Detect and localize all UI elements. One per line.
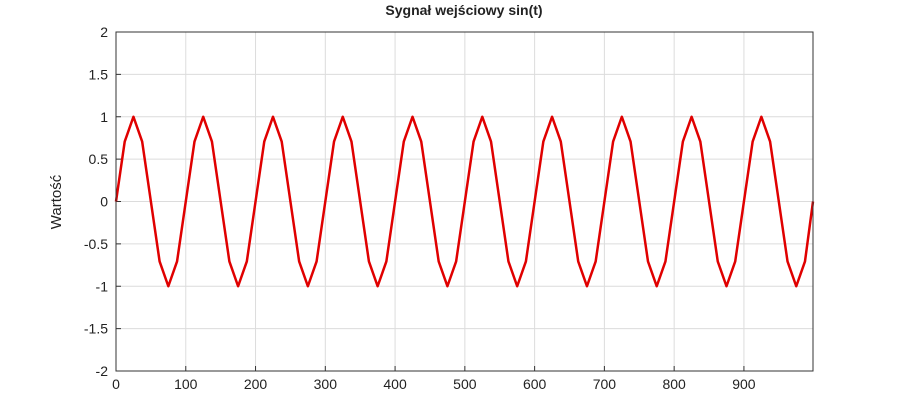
- y-tick-label: -2: [96, 363, 109, 379]
- plot-border: [115, 31, 814, 372]
- y-tick-label: 2: [100, 24, 108, 40]
- x-tick-label: 100: [174, 376, 198, 392]
- x-tick-label: 500: [453, 376, 477, 392]
- y-tick-label: 0: [100, 194, 108, 210]
- series-layer: [114, 115, 815, 288]
- chart-title: Sygnał wejściowy sin(t): [385, 2, 542, 18]
- y-tick-label: 0.5: [89, 151, 109, 167]
- y-tick-label: -1.5: [84, 321, 108, 337]
- y-tick-label: 1: [100, 109, 108, 125]
- y-tick-label: 1.5: [89, 66, 109, 82]
- x-tick-label: 200: [244, 376, 268, 392]
- x-tick-label: 700: [593, 376, 617, 392]
- y-tick-label: -1: [96, 278, 109, 294]
- y-tick-label: -0.5: [84, 236, 108, 252]
- x-tick-label: 800: [662, 376, 686, 392]
- y-axis-label: Wartość: [48, 174, 65, 229]
- y-axis-tick-labels: -2 -1.5 -1 -0.5 0 0.5 1 1.5 2: [84, 24, 108, 379]
- series-line: [114, 115, 815, 288]
- x-tick-label: 600: [523, 376, 547, 392]
- x-tick-label: 400: [383, 376, 407, 392]
- x-tick-label: 300: [314, 376, 338, 392]
- x-tick-label: 900: [732, 376, 756, 392]
- x-axis-tick-labels: 0 100 200 300 400 500 600 700 800 900: [112, 376, 756, 392]
- x-tick-label: 0: [112, 376, 120, 392]
